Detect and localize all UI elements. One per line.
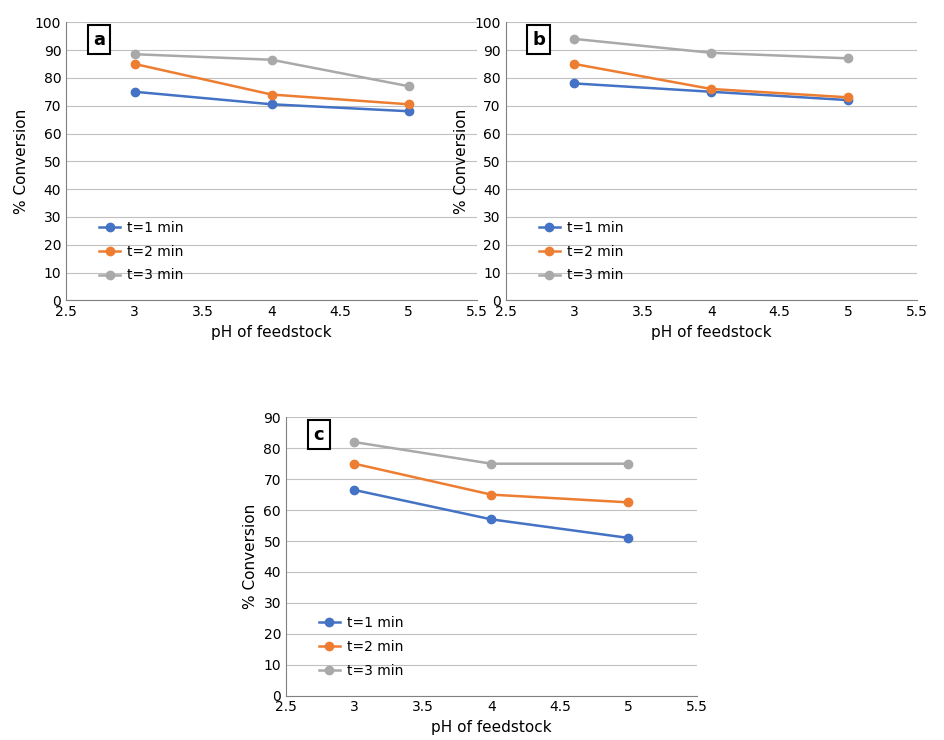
Y-axis label: % Conversion: % Conversion (14, 109, 29, 214)
X-axis label: pH of feedstock: pH of feedstock (650, 325, 770, 340)
t=1 min (402, 107, 413, 115)
t=2 min (485, 490, 497, 499)
t=1 min (128, 87, 140, 96)
t=2 min (622, 498, 633, 507)
X-axis label: pH of feedstock: pH of feedstock (430, 720, 551, 735)
t=3 min (402, 81, 413, 90)
Y-axis label: % Conversion: % Conversion (453, 109, 468, 214)
t=3 min (622, 460, 633, 468)
t=1 min (842, 95, 853, 104)
Line: t=2 min: t=2 min (569, 60, 851, 101)
t=3 min (842, 54, 853, 63)
t=2 min (842, 93, 853, 102)
t=2 min (402, 100, 413, 109)
t=1 min (622, 534, 633, 542)
Legend: t=1 min, t=2 min, t=3 min: t=1 min, t=2 min, t=3 min (532, 215, 628, 288)
t=3 min (265, 56, 277, 64)
Line: t=1 min: t=1 min (350, 486, 632, 542)
t=3 min (705, 48, 716, 57)
Line: t=2 min: t=2 min (130, 60, 413, 109)
Line: t=3 min: t=3 min (569, 35, 851, 63)
t=1 min (485, 515, 497, 524)
Text: b: b (531, 30, 545, 49)
Text: a: a (93, 30, 105, 49)
t=2 min (265, 90, 277, 99)
Line: t=1 min: t=1 min (569, 79, 851, 104)
Line: t=3 min: t=3 min (350, 438, 632, 468)
Legend: t=1 min, t=2 min, t=3 min: t=1 min, t=2 min, t=3 min (93, 215, 189, 288)
t=1 min (348, 485, 360, 494)
t=2 min (348, 460, 360, 468)
Text: c: c (313, 425, 324, 444)
t=1 min (705, 87, 716, 96)
Y-axis label: % Conversion: % Conversion (243, 504, 258, 609)
Legend: t=1 min, t=2 min, t=3 min: t=1 min, t=2 min, t=3 min (313, 610, 409, 683)
t=2 min (128, 59, 140, 68)
t=3 min (568, 35, 580, 44)
Line: t=1 min: t=1 min (130, 87, 413, 115)
X-axis label: pH of feedstock: pH of feedstock (211, 325, 331, 340)
t=3 min (348, 437, 360, 446)
Line: t=3 min: t=3 min (130, 50, 413, 90)
t=1 min (568, 79, 580, 88)
t=2 min (568, 59, 580, 68)
Line: t=2 min: t=2 min (350, 460, 632, 506)
t=3 min (128, 50, 140, 58)
t=3 min (485, 460, 497, 468)
t=2 min (705, 84, 716, 93)
t=1 min (265, 100, 277, 109)
